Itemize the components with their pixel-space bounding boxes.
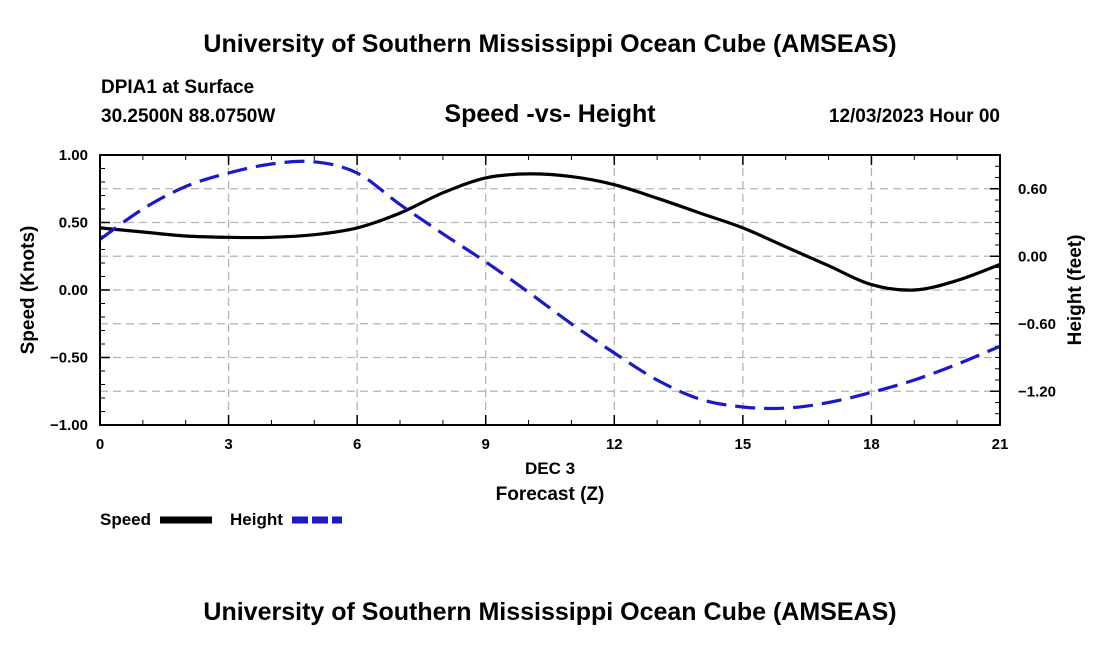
x-tick-label: 21 bbox=[992, 436, 1009, 453]
forecast-datetime: 12/03/2023 Hour 00 bbox=[828, 106, 1000, 127]
x-tick-label: 0 bbox=[96, 436, 104, 453]
y-left-tick-label: 1.00 bbox=[59, 147, 88, 164]
station-label: DPIA1 at Surface bbox=[101, 77, 255, 98]
y-left-tick-label: 0.00 bbox=[59, 282, 88, 299]
series bbox=[99, 159, 1001, 411]
legend-height-label: Height bbox=[230, 510, 283, 529]
x-tick-label: 3 bbox=[224, 436, 232, 453]
y-left-tick-label: −1.00 bbox=[50, 417, 88, 434]
x-axis-label: Forecast (Z) bbox=[496, 484, 605, 505]
y-left-tick-label: −0.50 bbox=[50, 350, 88, 367]
series-line-height bbox=[99, 159, 1001, 411]
legend-speed-label: Speed bbox=[100, 510, 151, 529]
station-coordinates: 30.2500N 88.0750W bbox=[101, 106, 276, 127]
x-tick-label: 6 bbox=[353, 436, 361, 453]
y-axis-label-right: Height (feet) bbox=[1065, 235, 1086, 346]
x-tick-label: 9 bbox=[482, 436, 490, 453]
x-axis-date-label: DEC 3 bbox=[525, 459, 575, 478]
series-line-speed bbox=[99, 172, 1001, 292]
x-tick-label: 15 bbox=[735, 436, 752, 453]
page-title: University of Southern Mississippi Ocean… bbox=[203, 30, 897, 58]
y-right-tick-label: −0.60 bbox=[1018, 316, 1056, 333]
y-left-tick-label: 0.50 bbox=[59, 215, 88, 232]
y-right-tick-label: 0.00 bbox=[1018, 248, 1047, 265]
y-axis-label-left: Speed (Knots) bbox=[18, 226, 39, 355]
y-right-tick-label: 0.60 bbox=[1018, 181, 1047, 198]
plot-frame bbox=[99, 154, 1001, 426]
chart-title: Speed -vs- Height bbox=[444, 100, 656, 128]
x-tick-label: 18 bbox=[863, 436, 880, 453]
axis-labels: Speed (Knots) Height (feet) DEC 3 Foreca… bbox=[18, 226, 1086, 505]
grid bbox=[100, 155, 1000, 425]
footer-title: University of Southern Mississippi Ocean… bbox=[203, 598, 897, 626]
legend: Speed Height bbox=[100, 510, 342, 529]
y-right-tick-label: −1.20 bbox=[1018, 383, 1056, 400]
axis-ticks: 0 3 6 9 12 15 18 21 1.00 0.50 0.00 −0.50 −1.00 0.60 0.… bbox=[50, 147, 1056, 453]
x-tick-label: 12 bbox=[606, 436, 623, 453]
